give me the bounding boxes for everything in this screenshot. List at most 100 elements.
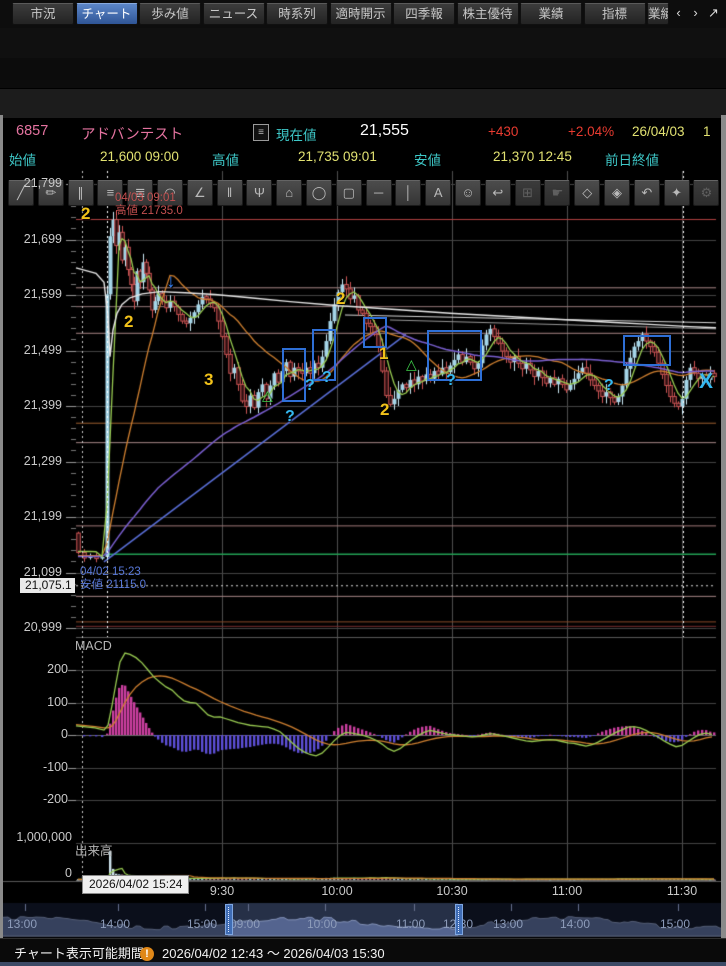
period-bar: 表示期間 本数指定 本数 ▼ ▲ 表示期間： 2026/04/02 15:22 … (0, 58, 726, 144)
quote-time-partial: 1 (703, 124, 711, 139)
tab-9[interactable]: 業績 (520, 3, 582, 25)
magnet-tool[interactable]: ↶ (633, 180, 660, 206)
drawn-number-annotation[interactable]: 2 (380, 400, 390, 419)
drawn-number-annotation[interactable]: 2 (124, 312, 134, 331)
price-change-pct: +2.04% (568, 124, 615, 139)
prev-close-label: 前日終値 (605, 153, 659, 168)
vertical-lines-tool[interactable]: ‖ (216, 180, 243, 206)
pencil-draw-tool[interactable]: ✏ (37, 180, 64, 206)
tab-11[interactable]: 業績 (647, 3, 669, 25)
drawn-rectangle-annotation[interactable] (363, 317, 387, 348)
fibonacci-arc-tool[interactable]: ◠ (157, 180, 183, 206)
navigator-time-label: 13:00 (493, 917, 524, 931)
quote-bar: 6857 アドバンテスト ≡ 現在値 21,555 +430 +2.04% 26… (0, 118, 726, 170)
arrow-draw-tool[interactable]: ↩ (484, 180, 511, 206)
expand-icon[interactable]: ↗ (708, 5, 719, 20)
tab-3[interactable]: 歩み値 (139, 3, 201, 25)
navigator-time-label: 14:00 (100, 917, 131, 931)
low-annotation[interactable]: 04/02 15:23 安値 21115.0 (80, 566, 147, 591)
parallel-lines-tool[interactable]: ∥ (67, 180, 94, 206)
price-change: +430 (488, 124, 519, 139)
tab-scroll-right[interactable]: › (693, 5, 698, 20)
drawn-rectangle-annotation[interactable] (427, 330, 482, 381)
tab-1[interactable]: 市況 (12, 3, 74, 25)
eraser-text-tool[interactable]: ◈ (604, 180, 630, 206)
lock-drawing-tool[interactable]: ✦ (663, 180, 690, 206)
fan-lines-tool[interactable]: ∠ (186, 180, 213, 206)
macd-axis-label: -200 (42, 792, 68, 806)
navigator-time-label: 10:00 (307, 917, 338, 931)
navigator-time-label: 11:00 (396, 917, 426, 931)
current-price-label: 現在値 (276, 128, 317, 143)
eraser-tool[interactable]: ◇ (574, 180, 601, 206)
tab-4[interactable]: ニュース (202, 3, 265, 25)
drawn-number-annotation[interactable]: 2 (336, 289, 346, 308)
tab-8[interactable]: 株主優待 (456, 3, 519, 25)
volume-axis-max: 1,000,000 (16, 830, 72, 844)
drawn-rectangle-annotation[interactable] (282, 348, 306, 402)
navigator-handle-left[interactable] (225, 904, 233, 935)
polygon-tool[interactable]: ⌂ (276, 180, 303, 206)
drawn-arrow-down-annotation[interactable]: ↓ (166, 271, 176, 292)
price-axis-label: 21,299 (23, 453, 62, 468)
drawn-rectangle-annotation[interactable] (623, 335, 671, 366)
low-value: 21,370 12:45 (493, 149, 572, 164)
warning-icon: ! (140, 947, 154, 961)
tab-10[interactable]: 指標 (583, 3, 646, 25)
tab-scroll-left[interactable]: ‹ (676, 5, 681, 20)
drawn-number-annotation[interactable]: 2 (81, 204, 91, 223)
macd-axis-label: 100 (47, 694, 68, 709)
window-frame-left (0, 115, 3, 938)
triple-hline-tool[interactable]: ≡ (97, 180, 124, 206)
macd-axis-label: 0 (61, 727, 68, 741)
drawn-number-annotation[interactable]: 3 (204, 370, 214, 389)
tab-6[interactable]: 適時開示 (329, 3, 392, 25)
drawn-triangle-annotation[interactable]: △ (406, 356, 417, 372)
drawn-x-annotation[interactable]: X (699, 370, 714, 393)
status-range: 2026/04/02 12:43 ～ 2026/04/03 15:30 (162, 946, 385, 961)
navigator-time-label: 13:00 (7, 917, 38, 931)
navigator-handle-right[interactable] (455, 904, 463, 935)
price-axis-label: 21,499 (23, 342, 62, 357)
macd-panel-title: MACD (75, 639, 112, 653)
pitchfork-tool[interactable]: Ψ (246, 180, 273, 206)
low-label: 安値 (414, 153, 441, 168)
rectangle-tool[interactable]: ▢ (335, 180, 362, 206)
drawn-question-annotation[interactable]: ? (322, 369, 332, 386)
quad-hline-tool[interactable]: ≣ (127, 180, 154, 206)
drawn-rectangle-annotation[interactable] (312, 329, 336, 381)
high-annotation[interactable]: 04/03 09:01 高値 21735.0 (115, 192, 183, 217)
tab-bar: 市況チャート歩み値ニュース時系列適時開示四季報株主優待業績指標業績‹›↗ (0, 0, 726, 29)
high-label: 高値 (212, 153, 239, 168)
open-value: 21,600 09:00 (100, 149, 179, 164)
drawn-number-annotation[interactable]: 1 (379, 344, 389, 363)
icon-stamp-tool[interactable]: ☺ (455, 180, 481, 206)
status-bar: チャート表示可能期間 ! 2026/04/02 12:43 ～ 2026/04/… (0, 938, 726, 963)
tab-2[interactable]: チャート (75, 3, 138, 25)
board-icon[interactable]: ≡ (253, 124, 269, 141)
drawn-question-annotation[interactable]: ? (305, 377, 315, 394)
price-axis-label: 20,999 (23, 620, 62, 634)
time-axis-label: 11:00 (551, 884, 583, 898)
tab-5[interactable]: 時系列 (266, 3, 328, 25)
open-label: 始値 (9, 153, 36, 168)
trend-line-tool[interactable]: ╱ (8, 180, 34, 206)
horizontal-segment-tool[interactable]: ─ (365, 180, 392, 206)
drawn-question-annotation[interactable]: ? (446, 372, 456, 389)
navigator-time-label: 15:00 (660, 917, 691, 931)
volume-axis-zero: 0 (65, 866, 72, 880)
text-tool[interactable]: A (425, 180, 452, 206)
drawn-question-annotation[interactable]: ? (604, 377, 614, 394)
volume-panel-title: 出来高 (75, 844, 113, 858)
drawn-question-annotation[interactable]: ? (285, 408, 295, 425)
navigator-time-label: 14:00 (560, 917, 591, 931)
ellipse-tool[interactable]: ◯ (306, 180, 332, 206)
time-axis-label: 10:00 (321, 884, 353, 898)
drawn-triangle-annotation[interactable]: △ (262, 387, 273, 403)
vertical-segment-tool[interactable]: │ (395, 180, 422, 206)
tab-7[interactable]: 四季報 (393, 3, 455, 25)
price-axis-label: 21,599 (23, 287, 62, 301)
stock-code: 6857 (16, 123, 49, 139)
high-value: 21,735 09:01 (298, 149, 377, 164)
